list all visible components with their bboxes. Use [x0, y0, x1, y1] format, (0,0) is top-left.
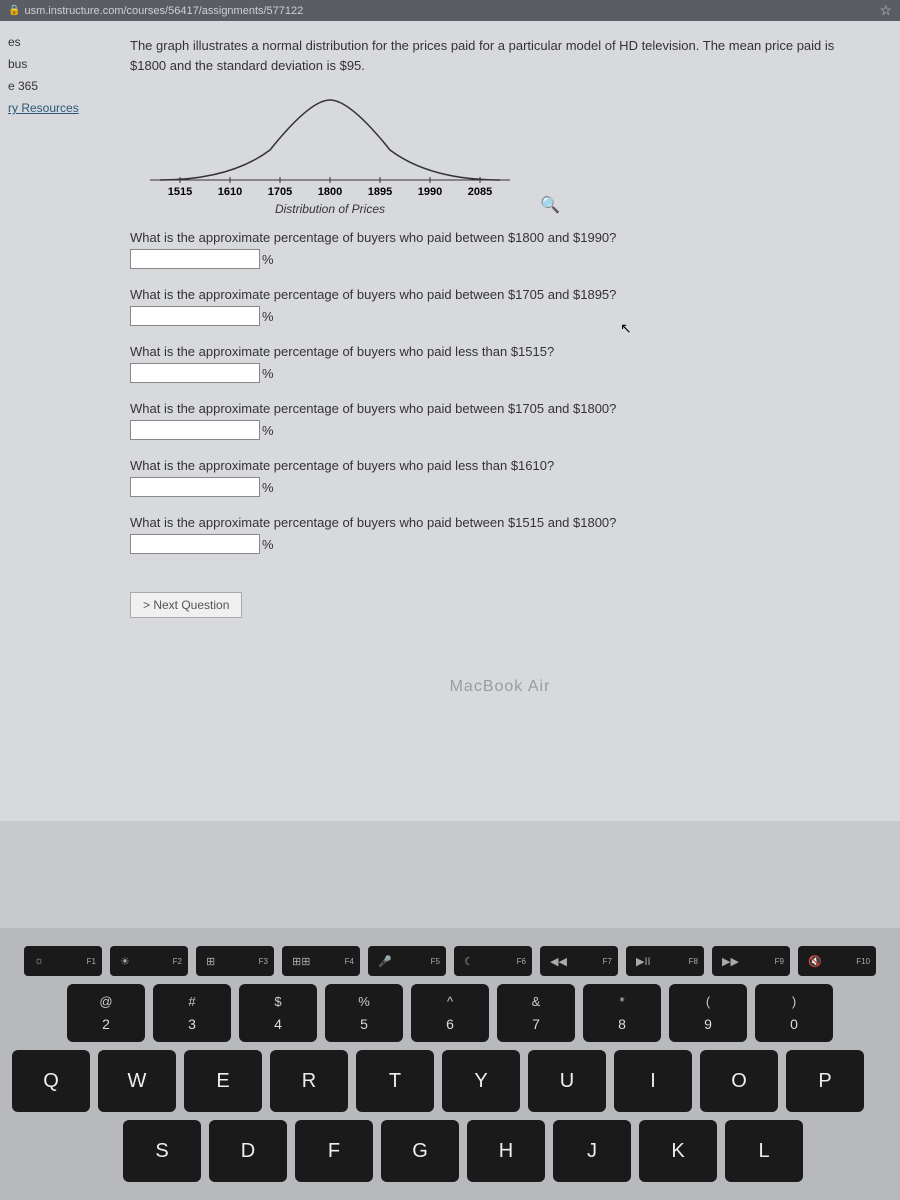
question-text: What is the approximate percentage of bu…	[130, 401, 870, 416]
unit-label: %	[262, 480, 274, 495]
magnify-icon[interactable]: 🔍	[540, 195, 560, 215]
svg-text:1705: 1705	[268, 186, 292, 198]
key-w: W	[98, 1050, 176, 1112]
key-t: T	[356, 1050, 434, 1112]
bookmark-star-icon[interactable]: ☆	[879, 2, 892, 19]
question-5: What is the approximate percentage of bu…	[130, 458, 870, 497]
answer-input-6[interactable]	[130, 534, 260, 554]
macbook-label: MacBook Air	[130, 678, 870, 696]
key-r: R	[270, 1050, 348, 1112]
key-7: &7	[497, 984, 575, 1042]
key-f1: ☼F1	[24, 946, 102, 976]
sidebar-item-365[interactable]: e 365	[0, 75, 100, 97]
keyboard: ☼F1 ☀F2 ⊞F3 ⊞⊞F4 🎤F5 ☾F6 ◀◀F7 ▶IIF8 ▶▶F9 🔇F10 @2#…	[0, 928, 900, 1200]
sidebar-item-es[interactable]: es	[0, 31, 100, 53]
question-6: What is the approximate percentage of bu…	[130, 515, 870, 554]
key-3: #3	[153, 984, 231, 1042]
key-4: $4	[239, 984, 317, 1042]
problem-intro: The graph illustrates a normal distribut…	[130, 36, 870, 75]
question-3: What is the approximate percentage of bu…	[130, 344, 870, 383]
question-1: What is the approximate percentage of bu…	[130, 230, 870, 269]
unit-label: %	[262, 423, 274, 438]
question-2: What is the approximate percentage of bu…	[130, 287, 870, 326]
distribution-chart: 1515 1610 1705 1800 1895 1990 2085 Distr…	[130, 90, 530, 210]
key-f8: ▶IIF8	[626, 946, 704, 976]
key-q: Q	[12, 1050, 90, 1112]
key-j: J	[553, 1120, 631, 1182]
key-f5: 🎤F5	[368, 946, 446, 976]
main-content: The graph illustrates a normal distribut…	[100, 21, 900, 821]
key-f2: ☀F2	[110, 946, 188, 976]
key-9: (9	[669, 984, 747, 1042]
key-f9: ▶▶F9	[712, 946, 790, 976]
chart-x-label: Distribution of Prices	[130, 202, 530, 216]
key-l: L	[725, 1120, 803, 1182]
lock-icon: 🔒	[8, 5, 20, 16]
key-u: U	[528, 1050, 606, 1112]
svg-text:2085: 2085	[468, 186, 492, 198]
answer-input-3[interactable]	[130, 363, 260, 383]
question-text: What is the approximate percentage of bu…	[130, 287, 870, 302]
question-text: What is the approximate percentage of bu…	[130, 344, 870, 359]
question-4: What is the approximate percentage of bu…	[130, 401, 870, 440]
answer-input-5[interactable]	[130, 477, 260, 497]
next-question-button[interactable]: > Next Question	[130, 592, 242, 618]
unit-label: %	[262, 366, 274, 381]
key-f7: ◀◀F7	[540, 946, 618, 976]
svg-text:1610: 1610	[218, 186, 242, 198]
svg-text:1800: 1800	[318, 186, 342, 198]
sidebar-item-resources[interactable]: ry Resources	[0, 97, 100, 119]
key-2: @2	[67, 984, 145, 1042]
unit-label: %	[262, 537, 274, 552]
answer-input-1[interactable]	[130, 249, 260, 269]
unit-label: %	[262, 252, 274, 267]
key-d: D	[209, 1120, 287, 1182]
key-0: )0	[755, 984, 833, 1042]
browser-address-bar: 🔒 usm.instructure.com/courses/56417/assi…	[0, 0, 900, 21]
sidebar-item-bus[interactable]: bus	[0, 53, 100, 75]
key-f10: 🔇F10	[798, 946, 876, 976]
answer-input-2[interactable]	[130, 306, 260, 326]
key-k: K	[639, 1120, 717, 1182]
question-text: What is the approximate percentage of bu…	[130, 458, 870, 473]
svg-text:1515: 1515	[168, 186, 192, 198]
question-text: What is the approximate percentage of bu…	[130, 515, 870, 530]
key-f3: ⊞F3	[196, 946, 274, 976]
key-i: I	[614, 1050, 692, 1112]
question-text: What is the approximate percentage of bu…	[130, 230, 870, 245]
key-g: G	[381, 1120, 459, 1182]
key-p: P	[786, 1050, 864, 1112]
svg-text:1895: 1895	[368, 186, 392, 198]
key-y: Y	[442, 1050, 520, 1112]
bell-curve	[160, 100, 500, 180]
key-6: ^6	[411, 984, 489, 1042]
svg-text:1990: 1990	[418, 186, 442, 198]
url-text: usm.instructure.com/courses/56417/assign…	[24, 5, 303, 17]
key-f: F	[295, 1120, 373, 1182]
unit-label: %	[262, 309, 274, 324]
answer-input-4[interactable]	[130, 420, 260, 440]
key-f6: ☾F6	[454, 946, 532, 976]
key-e: E	[184, 1050, 262, 1112]
key-h: H	[467, 1120, 545, 1182]
key-o: O	[700, 1050, 778, 1112]
key-5: %5	[325, 984, 403, 1042]
key-s: S	[123, 1120, 201, 1182]
sidebar: es bus e 365 ry Resources	[0, 21, 100, 821]
cursor-icon: ↖	[620, 320, 632, 337]
key-f4: ⊞⊞F4	[282, 946, 360, 976]
key-8: *8	[583, 984, 661, 1042]
